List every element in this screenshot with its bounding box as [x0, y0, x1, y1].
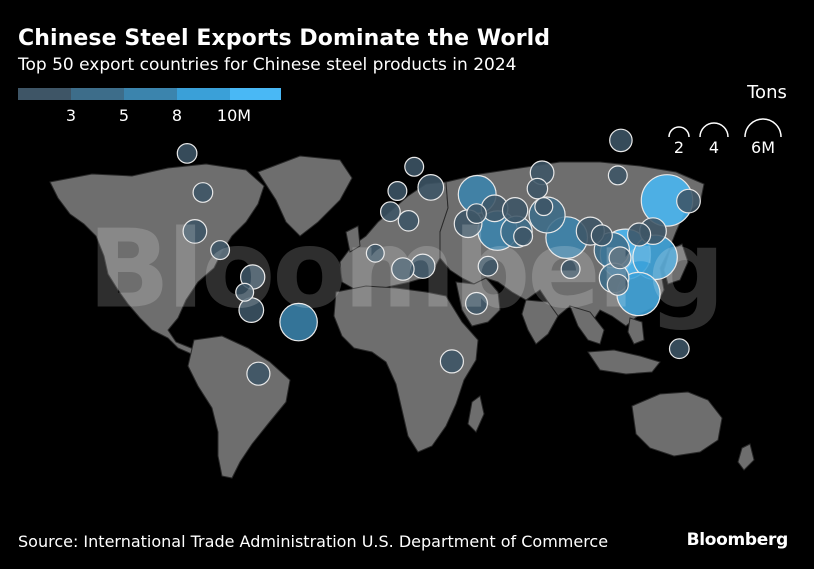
- bubble-australia: [668, 338, 690, 360]
- bubble-oman: [513, 226, 534, 247]
- bubble-japan: [676, 188, 701, 214]
- bubble-spain: [387, 181, 408, 202]
- bubble-iran: [501, 196, 529, 224]
- land-north-america: [49, 163, 265, 357]
- color-scale-legend: [18, 88, 281, 100]
- bubble-guatemala: [210, 240, 231, 261]
- land-india: [521, 299, 559, 345]
- color-scale-swatch: [230, 88, 281, 100]
- size-legend-label: 2: [673, 138, 685, 157]
- bubble-singapore: [606, 273, 629, 296]
- bubble-algeria: [397, 210, 420, 232]
- bubble-myanmar: [590, 224, 613, 247]
- bubble-sri-lanka: [560, 259, 581, 280]
- bubble-belgium: [404, 156, 425, 177]
- land-indonesia: [587, 349, 661, 375]
- bubble-uzbekistan: [526, 177, 549, 200]
- bubble-south-africa: [439, 349, 464, 374]
- bubble-ghana: [391, 257, 415, 281]
- size-legend-title: Tons: [747, 82, 787, 103]
- bubble-ethiopia: [477, 255, 499, 277]
- bubble-mexico: [182, 218, 208, 244]
- color-scale-swatch: [124, 88, 177, 100]
- chart-title: Chinese Steel Exports Dominate the World: [18, 26, 551, 51]
- land-philippines: [627, 317, 645, 345]
- source-note: Source: International Trade Administrati…: [18, 532, 609, 551]
- bubble-cambodia: [608, 246, 632, 270]
- brand-logo: Bloomberg: [686, 530, 789, 550]
- color-scale-swatch: [18, 88, 71, 100]
- land-australia: [631, 391, 723, 457]
- chart-subtitle: Top 50 export countries for Chinese stee…: [18, 55, 517, 75]
- bubble-brazil: [279, 302, 318, 342]
- bubble-united-states: [192, 182, 214, 203]
- bubble-ecuador: [235, 282, 255, 302]
- bubble-italy: [417, 173, 445, 201]
- bubble-morocco: [380, 201, 401, 223]
- color-scale-swatch: [177, 88, 230, 100]
- bubble-afghanistan: [534, 197, 554, 217]
- land-madagascar: [467, 395, 485, 433]
- land-southeast-asia: [569, 305, 605, 345]
- land-south-america: [187, 335, 291, 479]
- land-british-isles: [345, 225, 361, 253]
- land-new-zealand: [737, 443, 755, 471]
- color-scale-tick: 8: [171, 106, 183, 125]
- land-africa: [333, 285, 479, 453]
- bubble-chile: [246, 361, 271, 386]
- bubble-israel: [466, 203, 487, 225]
- bubble-canada: [176, 142, 198, 164]
- color-scale-tick: 5: [118, 106, 130, 125]
- color-scale-tick: 10M: [216, 106, 252, 125]
- bubble-layer: [176, 128, 701, 386]
- bubble-tanzania: [465, 291, 489, 315]
- color-scale-tick: 3: [65, 106, 77, 125]
- size-legend-label: 6M: [751, 138, 775, 157]
- land-greenland: [257, 155, 353, 237]
- bubble-hong-kong: [626, 222, 652, 247]
- color-scale-swatch: [71, 88, 124, 100]
- size-legend-label: 4: [708, 138, 720, 157]
- bubble-mongolia: [607, 165, 628, 186]
- bubble-russia: [609, 128, 633, 153]
- bubble-senegal: [365, 243, 385, 263]
